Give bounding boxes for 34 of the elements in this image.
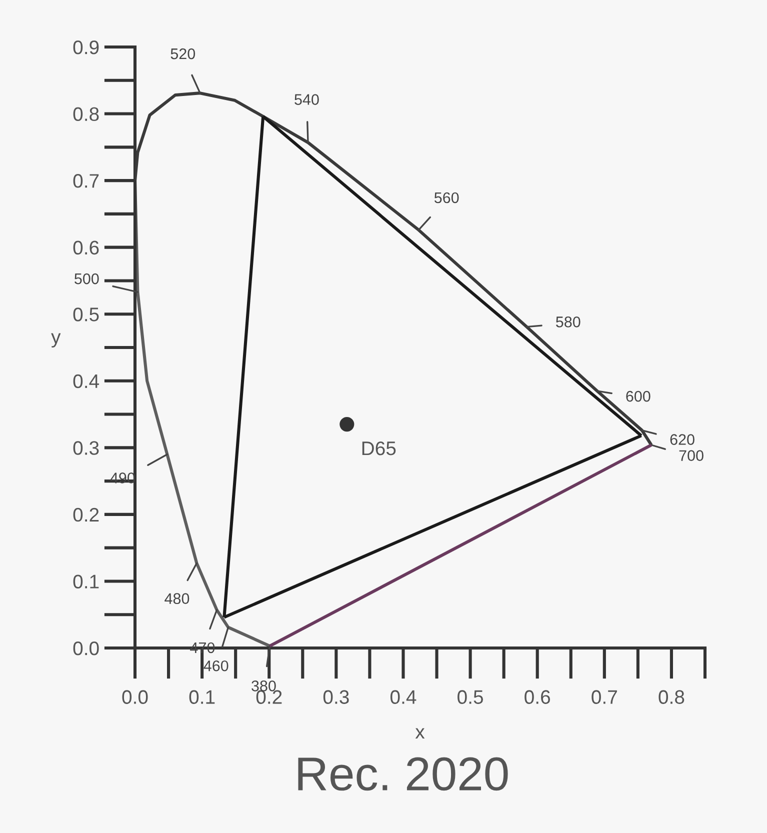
annotation: 560 xyxy=(434,192,459,204)
x-tick-label: 0.2 xyxy=(256,690,282,704)
y-tick-label: 0.4 xyxy=(73,374,100,388)
annotation: 700 xyxy=(679,450,704,462)
y-tick-label: 0.3 xyxy=(73,441,99,455)
y-tick-label: 0.5 xyxy=(73,308,99,322)
y-axis-title: y xyxy=(51,333,61,348)
text: Rec. 2020 xyxy=(298,757,508,791)
x-tick-label: 0.8 xyxy=(658,690,684,704)
x-tick-label: 0.6 xyxy=(524,690,550,704)
y-tick-label: 0.8 xyxy=(73,107,99,122)
x-tick-label: 0.5 xyxy=(458,690,483,704)
annotation: 600 xyxy=(626,390,650,402)
y-tick-label: 0.6 xyxy=(73,240,99,255)
x-tick-label: 0.1 xyxy=(189,690,215,704)
annotation: 480 xyxy=(164,593,190,604)
x-tick-label: 0.4 xyxy=(390,690,416,704)
annotation: 540 xyxy=(294,94,319,105)
annotation: D65 xyxy=(362,441,396,456)
annotation: 460 xyxy=(204,660,228,672)
annotation: 380 xyxy=(252,680,276,692)
y-tick-label: 0.7 xyxy=(73,174,99,188)
x-tick-label: 0.7 xyxy=(592,690,617,704)
x-tick-label: 0.0 xyxy=(122,690,148,704)
y-tick-label: 0.0 xyxy=(73,641,99,656)
annotation: 620 xyxy=(670,434,694,445)
annotation: 520 xyxy=(170,48,196,60)
x-tick-label: 0.3 xyxy=(323,690,349,704)
y-tick-label: 0.9 xyxy=(73,40,99,54)
x-axis-title: x xyxy=(415,728,425,739)
y-tick-label: 0.1 xyxy=(73,574,99,588)
annotation: 580 xyxy=(556,316,580,328)
annotation: 500 xyxy=(74,273,99,284)
y-tick-label: 0.2 xyxy=(73,508,99,522)
